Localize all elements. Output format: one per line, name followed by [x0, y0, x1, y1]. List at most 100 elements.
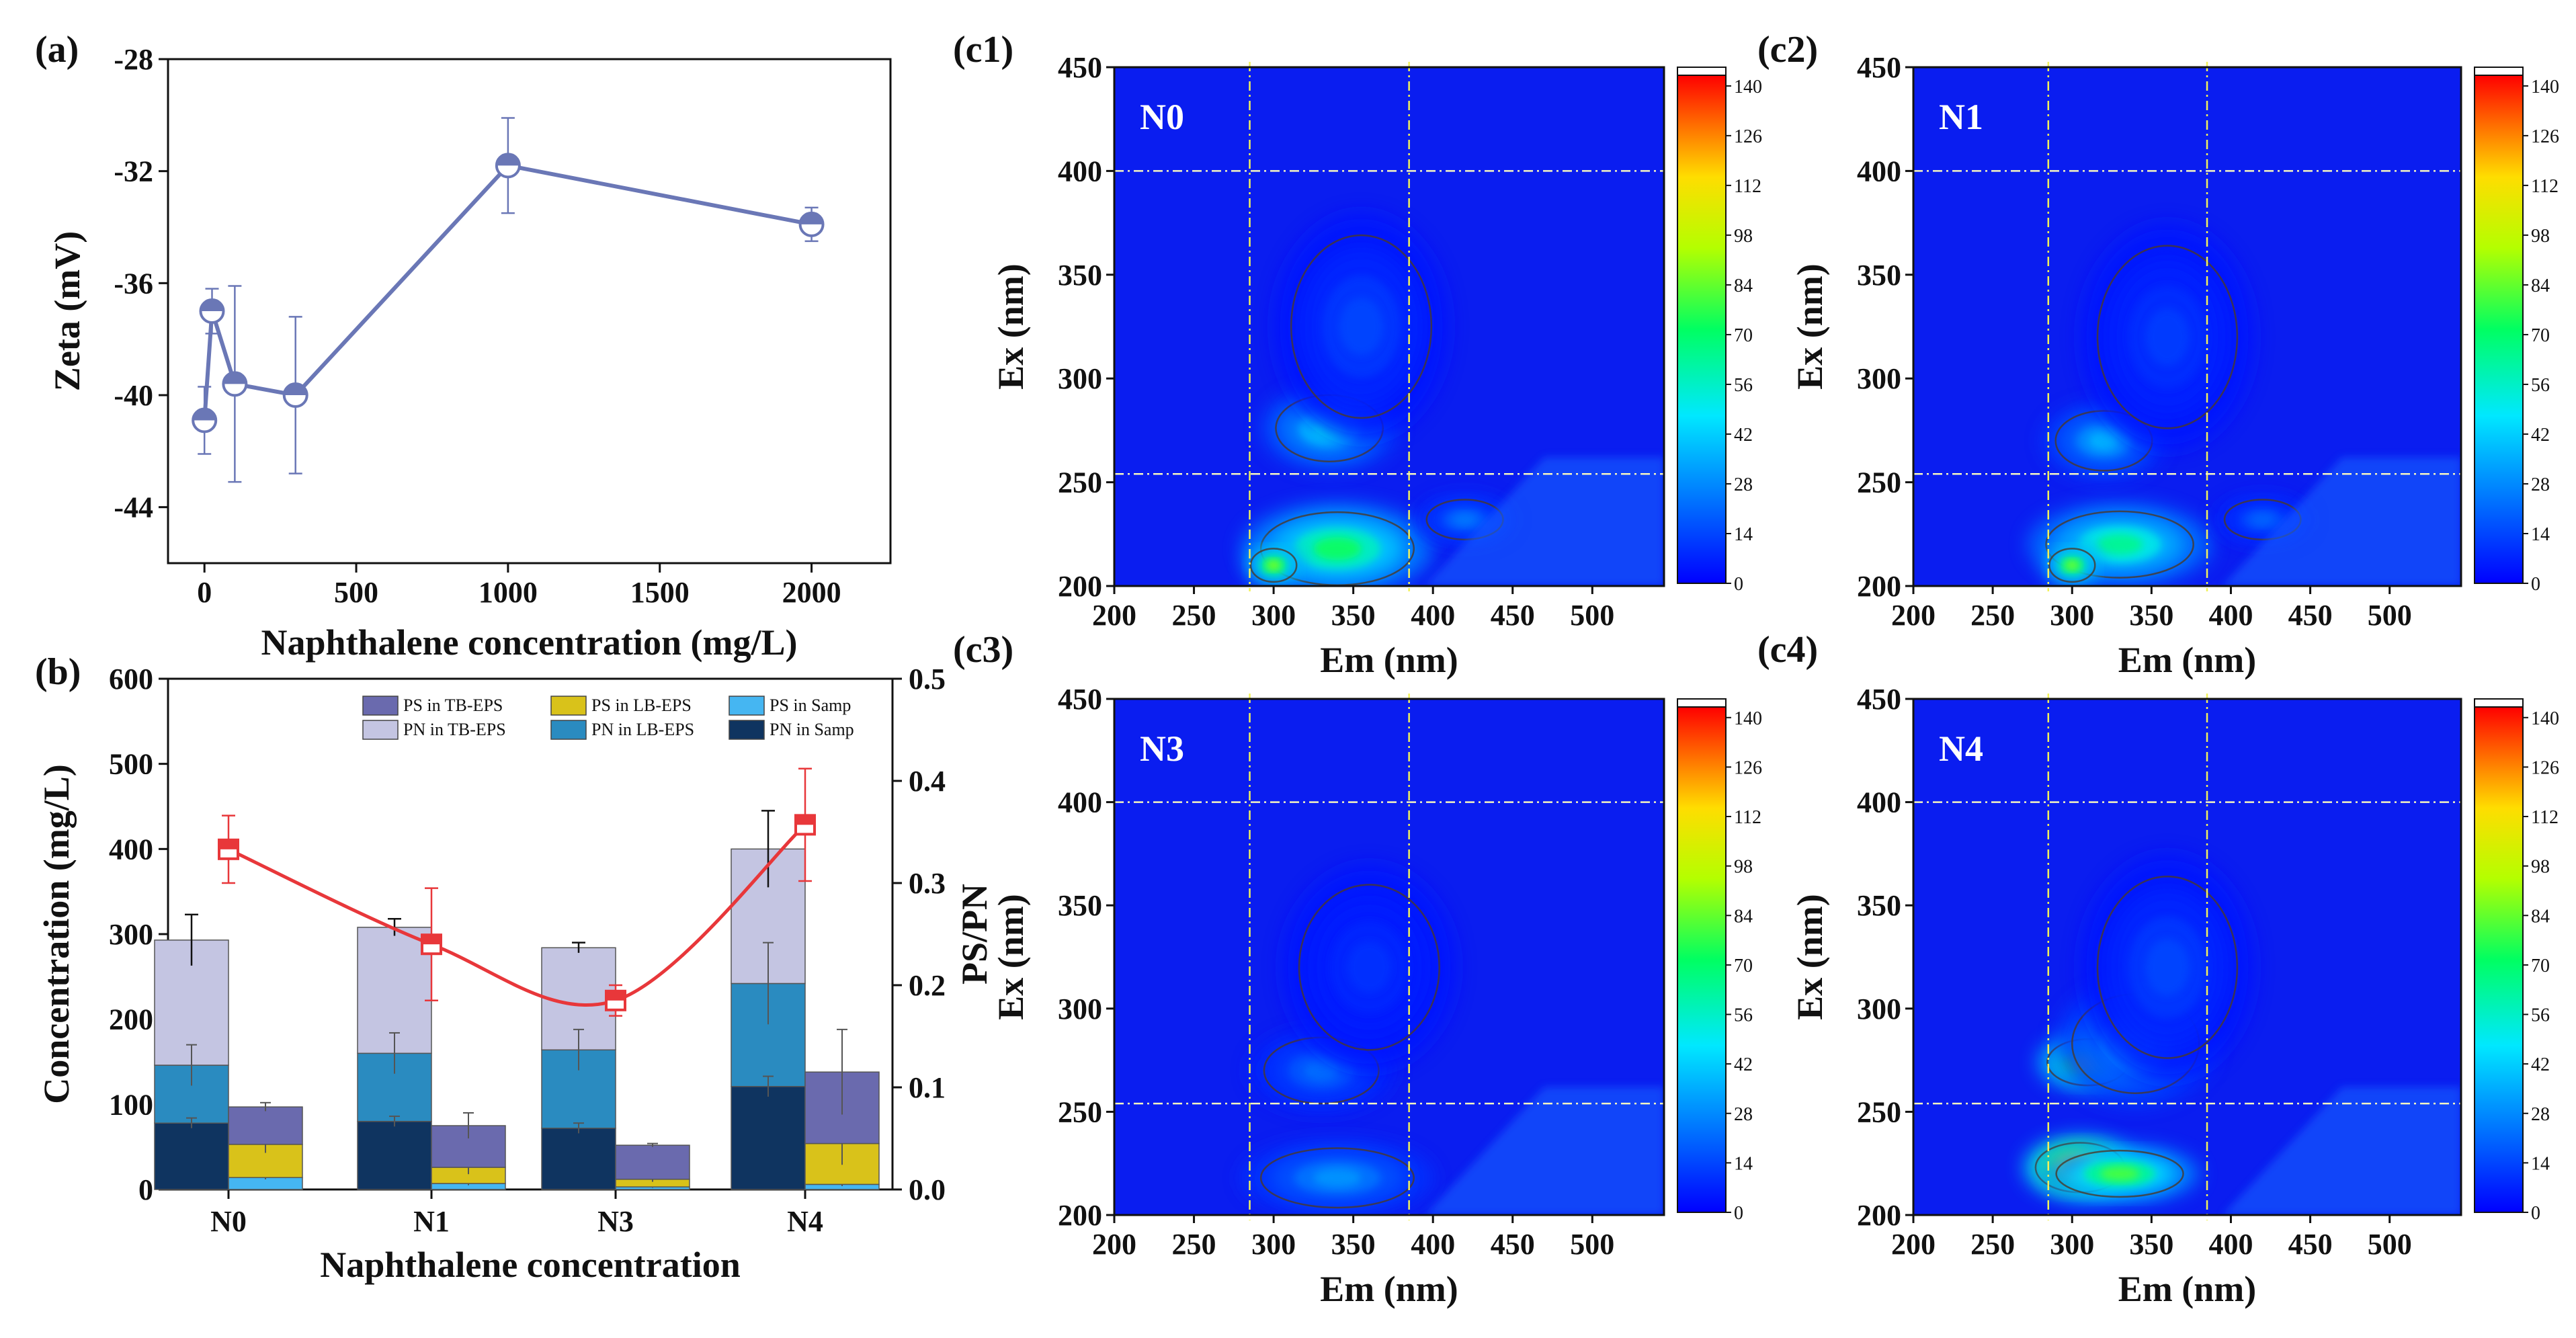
ps-bar-segment: [228, 1177, 303, 1190]
y-tick-label: 300: [1058, 362, 1102, 395]
intensity-peak: [1313, 537, 1362, 560]
colorbar-tick-label: 28: [1734, 474, 1753, 495]
colorbar-tick-label: 14: [2531, 1153, 2550, 1174]
panel-label-c1: (c1): [953, 29, 1013, 71]
sample-name: N0: [1140, 97, 1184, 137]
colorbar-tick-label: 112: [1734, 176, 1761, 197]
y-tick-label: 450: [1857, 683, 1901, 716]
x-tick-label: 400: [1411, 599, 1455, 632]
y-tick-label: 400: [1857, 786, 1901, 819]
x-tick-label: 300: [2050, 1228, 2094, 1261]
y-axis-label: Concentration (mg/L): [36, 764, 77, 1103]
colorbar-tick-label: 98: [1734, 226, 1753, 247]
data-point-half: [193, 409, 216, 421]
x-tick-label: 450: [1491, 1228, 1535, 1261]
eem-panel-n4: N4 200 250 300 350 400 450 500 200 250 300 350 400 45…: [1790, 683, 2559, 1309]
y-tick-label: 400: [1857, 155, 1901, 187]
panel-label-c2: (c2): [1757, 29, 1818, 71]
x-axis-label: Em (nm): [2118, 1269, 2256, 1309]
y2-tick-label: 0.3: [909, 867, 946, 900]
y-tick-label: 400: [109, 833, 153, 866]
intensity-peak: [2145, 939, 2190, 996]
colorbar-tick-label: 42: [2531, 425, 2550, 446]
y-tick-label: 300: [1857, 362, 1901, 395]
x-tick-label: 450: [1491, 599, 1535, 632]
plot-frame: [1912, 698, 2462, 1216]
scatter-band: [1425, 1087, 1664, 1215]
colorbar: [2474, 706, 2524, 1213]
colorbar: [1677, 706, 1727, 1213]
zeta-potential-chart: 0 500 1000 1500 2000 -28 -32 -36 -40 -44 Naphthale…: [47, 43, 892, 663]
x-tick-label: 350: [2129, 1228, 2173, 1261]
y-tick-label: 450: [1058, 51, 1102, 84]
colorbar-tick-label: 42: [2531, 1054, 2550, 1075]
intensity-peaks: [2024, 853, 2461, 1215]
y-axis-label: Ex (nm): [1790, 263, 1830, 390]
contour-line: [2045, 510, 2194, 579]
ps-bar-segment: [615, 1144, 690, 1180]
x-tick-label: 300: [1251, 1228, 1296, 1261]
x-tick-label: 350: [2129, 599, 2173, 632]
colorbar-tick-label: 0: [2531, 574, 2540, 595]
x-tick-label: 300: [1251, 599, 1296, 632]
intensity-peak: [2145, 308, 2190, 366]
eem-panel-n1: N1 200 250 300 350 400 450 500 200 250 300 350 400 45…: [1790, 51, 2559, 680]
sample-name: N4: [1939, 728, 1983, 769]
colorbar-tick-label: 56: [1734, 375, 1753, 396]
intensity-peaks: [2028, 222, 2461, 586]
contour-line: [1290, 234, 1433, 419]
panel-label-c3: (c3): [953, 629, 1013, 671]
colorbar-tick-label: 126: [1734, 126, 1762, 147]
y2-tick-label: 0.5: [909, 663, 946, 696]
y-tick-label: -36: [114, 267, 153, 300]
x-tick-label: 500: [2368, 599, 2412, 632]
intensity-peak: [2065, 560, 2079, 571]
x-tick-label: N4: [787, 1205, 823, 1238]
y-tick-label: 100: [109, 1088, 153, 1121]
y-tick-label: 500: [109, 748, 153, 781]
x-tick-label: N3: [597, 1205, 634, 1238]
legend-swatch: [550, 696, 587, 716]
y-tick-label: 350: [1058, 889, 1102, 922]
colorbar-tick-label: 14: [2531, 524, 2550, 545]
colorbar-tick-label: 0: [1734, 1203, 1743, 1224]
x-tick-label: 350: [1331, 599, 1376, 632]
x-tick-label: N1: [413, 1205, 450, 1238]
y-tick-label: 350: [1058, 259, 1102, 292]
colorbar-tick-label: 112: [1734, 807, 1761, 828]
ps-bar-segment: [228, 1106, 303, 1145]
x-tick-label: 200: [1891, 1228, 1936, 1261]
y-tick-label: -40: [114, 379, 153, 412]
colorbar-tick-label: 56: [1734, 1005, 1753, 1026]
colorbar-tick-label: 84: [2531, 906, 2550, 927]
intensity-peak: [1339, 298, 1384, 356]
y2-tick-label: 0.1: [909, 1071, 946, 1104]
colorbar-tick-label: 42: [1734, 1054, 1753, 1075]
data-point-half: [200, 300, 224, 311]
colorbar-tick-label: 0: [1734, 574, 1743, 595]
colorbar-cap: [2474, 67, 2524, 76]
y-tick-label: 200: [1857, 1199, 1901, 1232]
y-tick-label: 450: [1857, 51, 1901, 84]
y-tick-label: 200: [1857, 570, 1901, 603]
eps-concentration-chart: 0 100 200 300 400 500 600 0.0 0.1 0.2 0.3 0.4 0.5 Con…: [36, 663, 995, 1285]
x-tick-label: 400: [1411, 1228, 1455, 1261]
x-tick-label: 400: [2208, 599, 2253, 632]
intensity-peak: [1347, 941, 1391, 993]
intensity-peak: [2096, 534, 2143, 555]
contour-line: [2096, 245, 2239, 429]
colorbar-tick-label: 28: [1734, 1104, 1753, 1125]
colorbar-tick-label: 112: [2531, 176, 2559, 197]
pn-bar-segment: [731, 1085, 806, 1190]
y-tick-label: 200: [1058, 570, 1102, 603]
legend-label: PS in LB-EPS: [591, 696, 692, 715]
intensity-peaks: [1241, 212, 1664, 586]
x-tick-label: 500: [1570, 599, 1614, 632]
legend-swatch: [729, 696, 765, 716]
panel-label-c4: (c4): [1757, 629, 1818, 671]
scatter-band: [2222, 457, 2461, 586]
intensity-peaks: [1241, 864, 1664, 1215]
x-tick-label: 200: [1891, 599, 1936, 632]
pn-bar-segment: [154, 1122, 229, 1190]
